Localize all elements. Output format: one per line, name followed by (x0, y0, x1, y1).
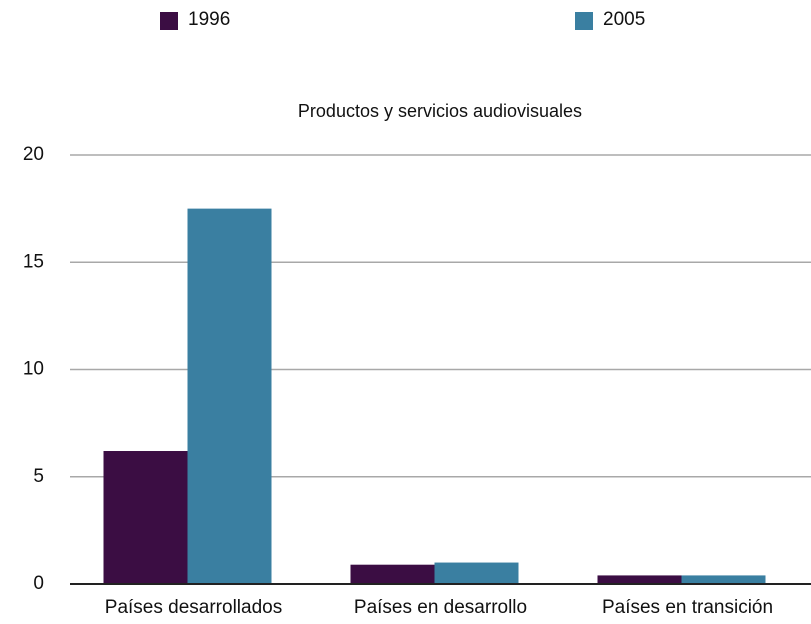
bar (350, 564, 435, 584)
y-tick-label: 20 (23, 144, 44, 165)
bar (597, 575, 682, 584)
x-tick-label: Países en transición (602, 597, 773, 618)
legend-label: 2005 (603, 9, 645, 30)
y-tick-label: 0 (33, 573, 44, 594)
legend-swatch (575, 12, 593, 30)
x-tick-label: Países desarrollados (105, 597, 282, 618)
legend-label: 1996 (188, 9, 230, 30)
y-tick-label: 5 (33, 466, 44, 487)
y-tick-label: 10 (23, 359, 44, 380)
bar (681, 575, 766, 584)
bar (103, 451, 188, 584)
bar (187, 208, 272, 584)
x-tick-label: Países en desarrollo (354, 597, 527, 618)
legend-swatch (160, 12, 178, 30)
y-tick-label: 15 (23, 251, 44, 272)
bar (434, 562, 519, 584)
chart-title: Productos y servicios audiovisuales (298, 101, 582, 121)
